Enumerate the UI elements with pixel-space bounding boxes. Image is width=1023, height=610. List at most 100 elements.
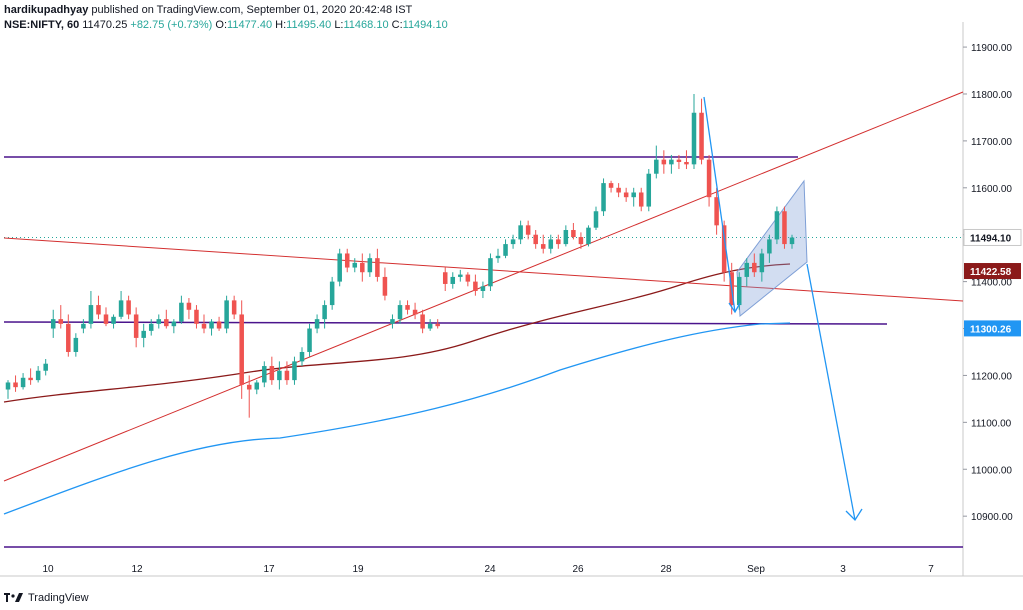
price-chart[interactable]: 11900.0011800.0011700.0011600.0011500.00… [0, 0, 1023, 590]
candle-body [638, 192, 644, 207]
candle-body [262, 366, 267, 383]
candle-body [608, 183, 614, 188]
candle-body [126, 300, 131, 315]
candle-body [382, 276, 388, 296]
candle-body [35, 370, 41, 381]
arrow-head-2 [845, 508, 863, 522]
candle-body [420, 314, 425, 329]
candle-body [50, 319, 56, 329]
footer-brand-text: TradingView [28, 592, 89, 604]
change-value: +82.75 (+0.73%) [130, 19, 213, 31]
y-tick-label: 11800.00 [971, 90, 1012, 101]
publisher-name: hardikupadhyay [4, 4, 89, 16]
y-tick-label: 11400.00 [971, 278, 1012, 289]
y-tick-label: 11100.00 [971, 418, 1012, 429]
candle-body [616, 187, 621, 193]
candle-body [322, 305, 327, 320]
candle-body [216, 321, 222, 329]
x-tick-label: 28 [660, 564, 672, 575]
symbol-label: NSE:NIFTY, 60 [4, 19, 80, 31]
candle-body [721, 225, 727, 273]
falling-trendline [3, 237, 964, 302]
candle-body [344, 253, 350, 268]
candle-body [782, 211, 787, 245]
candle-body [201, 323, 207, 329]
candle-body [623, 192, 629, 198]
x-tick-label: 24 [484, 564, 496, 575]
candle-body [480, 286, 486, 291]
y-tick-label: 11600.00 [971, 184, 1012, 195]
x-tick-label: 26 [572, 564, 584, 575]
candle-body [684, 162, 689, 165]
price-label-text: 11494.10 [970, 233, 1012, 244]
candle-body [179, 302, 184, 322]
candle-body [736, 276, 742, 306]
last-price: 11470.25 [82, 19, 128, 31]
candle-body [586, 227, 591, 245]
candle-body [73, 337, 79, 352]
candle-body [774, 211, 780, 240]
arrow-head-1 [728, 302, 741, 314]
candle-body [495, 255, 501, 259]
candle-body [375, 258, 380, 277]
y-tick-label: 11700.00 [971, 137, 1012, 148]
x-tick-label: 7 [928, 564, 934, 575]
candle-body [759, 253, 765, 273]
candle-body [706, 159, 712, 198]
candle-body [299, 351, 305, 362]
candle-body [631, 192, 636, 198]
close-label: C: [391, 19, 403, 31]
candle-body [488, 258, 493, 287]
candle-body [518, 225, 523, 240]
candle-body [88, 305, 94, 324]
x-tick-label: 3 [840, 564, 846, 575]
candle-body [171, 321, 177, 327]
candle-body [329, 281, 335, 306]
y-tick-label: 11000.00 [971, 465, 1012, 476]
candle-body [5, 382, 11, 390]
symbol-ohlc-bar: NSE:NIFTY, 60 11470.25 +82.75 (+0.73%) O… [4, 19, 448, 31]
candle-body [412, 309, 418, 315]
candle-body [654, 159, 659, 174]
candle-body [148, 323, 154, 331]
candle-body [593, 211, 599, 228]
x-tick-label: 12 [131, 564, 143, 575]
x-tick-label: 17 [263, 564, 275, 575]
candle-body [66, 323, 71, 352]
arrow-down-2 [806, 263, 856, 521]
candle-body [164, 319, 169, 327]
candle-body [209, 321, 214, 329]
candle-body [548, 239, 554, 249]
candle-body [352, 262, 358, 268]
candle-body [699, 112, 704, 160]
candle-body [156, 319, 162, 324]
candle-body [669, 159, 674, 165]
price-label-text: 11422.58 [970, 267, 1012, 278]
candle-body [43, 363, 48, 371]
candle-body [458, 274, 463, 277]
candle-body [601, 183, 606, 212]
candle-body [533, 234, 538, 245]
candle-body [96, 305, 101, 315]
candle-body [578, 237, 584, 245]
candle-body [510, 239, 516, 245]
candle-body [224, 300, 229, 329]
price-label-box [964, 263, 1021, 280]
flag-channel [736, 179, 808, 317]
price-label-box [963, 228, 1022, 246]
candle-body [789, 237, 795, 245]
candle-body [427, 323, 433, 329]
open-value: 11477.40 [227, 19, 273, 31]
candle-body [141, 330, 146, 338]
candle-body [254, 382, 260, 390]
candle-body [744, 262, 750, 277]
candle-body [103, 314, 109, 324]
candle-body [563, 230, 569, 245]
candle-body [691, 112, 697, 165]
ma-mid-line [3, 263, 791, 403]
candle-body [284, 370, 290, 381]
candle-body [767, 239, 772, 254]
tradingview-logo-icon [4, 593, 23, 602]
candle-body [194, 309, 199, 324]
ma-slow-line [3, 322, 791, 515]
